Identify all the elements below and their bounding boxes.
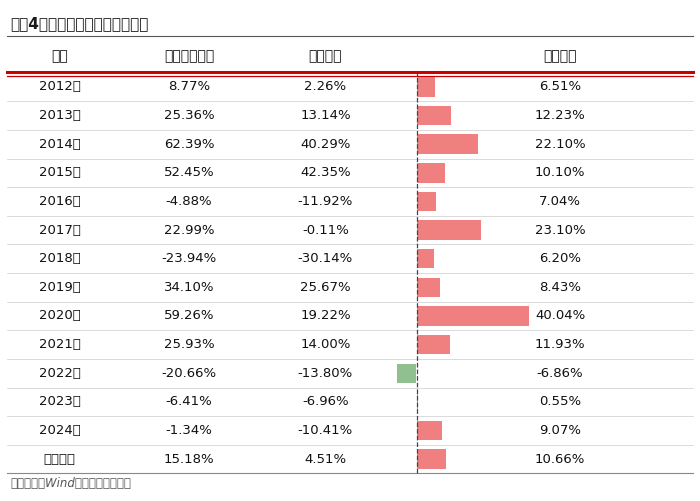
Text: 10.10%: 10.10% xyxy=(535,166,585,179)
Text: 2014年: 2014年 xyxy=(38,138,80,151)
Text: 行业轮动组合: 行业轮动组合 xyxy=(164,49,214,63)
Text: 6.51%: 6.51% xyxy=(539,81,581,94)
Text: 40.04%: 40.04% xyxy=(535,310,585,323)
Text: 11.93%: 11.93% xyxy=(535,338,585,351)
Text: 资料来源：Wind，方正证券研究所: 资料来源：Wind，方正证券研究所 xyxy=(10,477,132,490)
Text: 2022年: 2022年 xyxy=(38,367,80,380)
Bar xyxy=(416,134,478,154)
Text: 23.10%: 23.10% xyxy=(535,223,585,236)
Text: 14.00%: 14.00% xyxy=(300,338,351,351)
Text: 行业等权: 行业等权 xyxy=(309,49,342,63)
Text: 52.45%: 52.45% xyxy=(164,166,214,179)
Text: 22.10%: 22.10% xyxy=(535,138,585,151)
Text: 2023年: 2023年 xyxy=(38,395,80,408)
Text: -11.92%: -11.92% xyxy=(298,195,354,208)
Text: 34.10%: 34.10% xyxy=(164,281,214,294)
Bar xyxy=(398,364,416,383)
Text: 25.36%: 25.36% xyxy=(164,109,214,122)
Text: 2015年: 2015年 xyxy=(38,166,80,179)
Bar xyxy=(416,449,447,469)
Text: 8.43%: 8.43% xyxy=(539,281,581,294)
Text: -6.41%: -6.41% xyxy=(166,395,212,408)
Text: 62.39%: 62.39% xyxy=(164,138,214,151)
Text: 年份: 年份 xyxy=(51,49,68,63)
Text: -10.41%: -10.41% xyxy=(298,424,353,437)
Bar xyxy=(416,335,450,354)
Text: 7.04%: 7.04% xyxy=(539,195,581,208)
Text: 年化收益: 年化收益 xyxy=(43,452,76,465)
Bar xyxy=(416,106,451,125)
Text: -13.80%: -13.80% xyxy=(298,367,353,380)
Bar xyxy=(416,249,434,269)
Text: 25.67%: 25.67% xyxy=(300,281,351,294)
Text: 10.66%: 10.66% xyxy=(535,452,585,465)
Text: 0.55%: 0.55% xyxy=(539,395,581,408)
Text: 2018年: 2018年 xyxy=(38,252,80,265)
Text: 40.29%: 40.29% xyxy=(300,138,351,151)
Bar xyxy=(416,220,481,240)
Text: -6.86%: -6.86% xyxy=(537,367,583,380)
Text: 19.22%: 19.22% xyxy=(300,310,351,323)
Text: 13.14%: 13.14% xyxy=(300,109,351,122)
Bar xyxy=(416,278,440,297)
Text: 12.23%: 12.23% xyxy=(535,109,585,122)
Text: 9.07%: 9.07% xyxy=(539,424,581,437)
Text: 2017年: 2017年 xyxy=(38,223,80,236)
Text: 2013年: 2013年 xyxy=(38,109,80,122)
Text: -1.34%: -1.34% xyxy=(166,424,212,437)
Text: 59.26%: 59.26% xyxy=(164,310,214,323)
Text: -30.14%: -30.14% xyxy=(298,252,353,265)
Bar xyxy=(416,163,444,182)
Text: 2020年: 2020年 xyxy=(38,310,80,323)
Text: -6.96%: -6.96% xyxy=(302,395,349,408)
Text: 8.77%: 8.77% xyxy=(168,81,210,94)
Text: 22.99%: 22.99% xyxy=(164,223,214,236)
Text: 2021年: 2021年 xyxy=(38,338,80,351)
Text: 4.51%: 4.51% xyxy=(304,452,346,465)
Text: 42.35%: 42.35% xyxy=(300,166,351,179)
Text: 2.26%: 2.26% xyxy=(304,81,346,94)
Text: -0.11%: -0.11% xyxy=(302,223,349,236)
Bar xyxy=(416,192,436,211)
Bar xyxy=(416,306,528,326)
Text: -23.94%: -23.94% xyxy=(162,252,216,265)
Text: 25.93%: 25.93% xyxy=(164,338,214,351)
Text: -20.66%: -20.66% xyxy=(162,367,216,380)
Text: 超额收益: 超额收益 xyxy=(543,49,577,63)
Text: 2024年: 2024年 xyxy=(38,424,80,437)
Bar xyxy=(416,392,418,412)
Text: 6.20%: 6.20% xyxy=(539,252,581,265)
Text: 2016年: 2016年 xyxy=(38,195,80,208)
Text: 图表4：行业轮动策略各年份表现: 图表4：行业轮动策略各年份表现 xyxy=(10,16,149,31)
Bar xyxy=(416,77,435,97)
Text: 2019年: 2019年 xyxy=(38,281,80,294)
Text: 15.18%: 15.18% xyxy=(164,452,214,465)
Text: -4.88%: -4.88% xyxy=(166,195,212,208)
Text: 2012年: 2012年 xyxy=(38,81,80,94)
Bar xyxy=(416,421,442,440)
